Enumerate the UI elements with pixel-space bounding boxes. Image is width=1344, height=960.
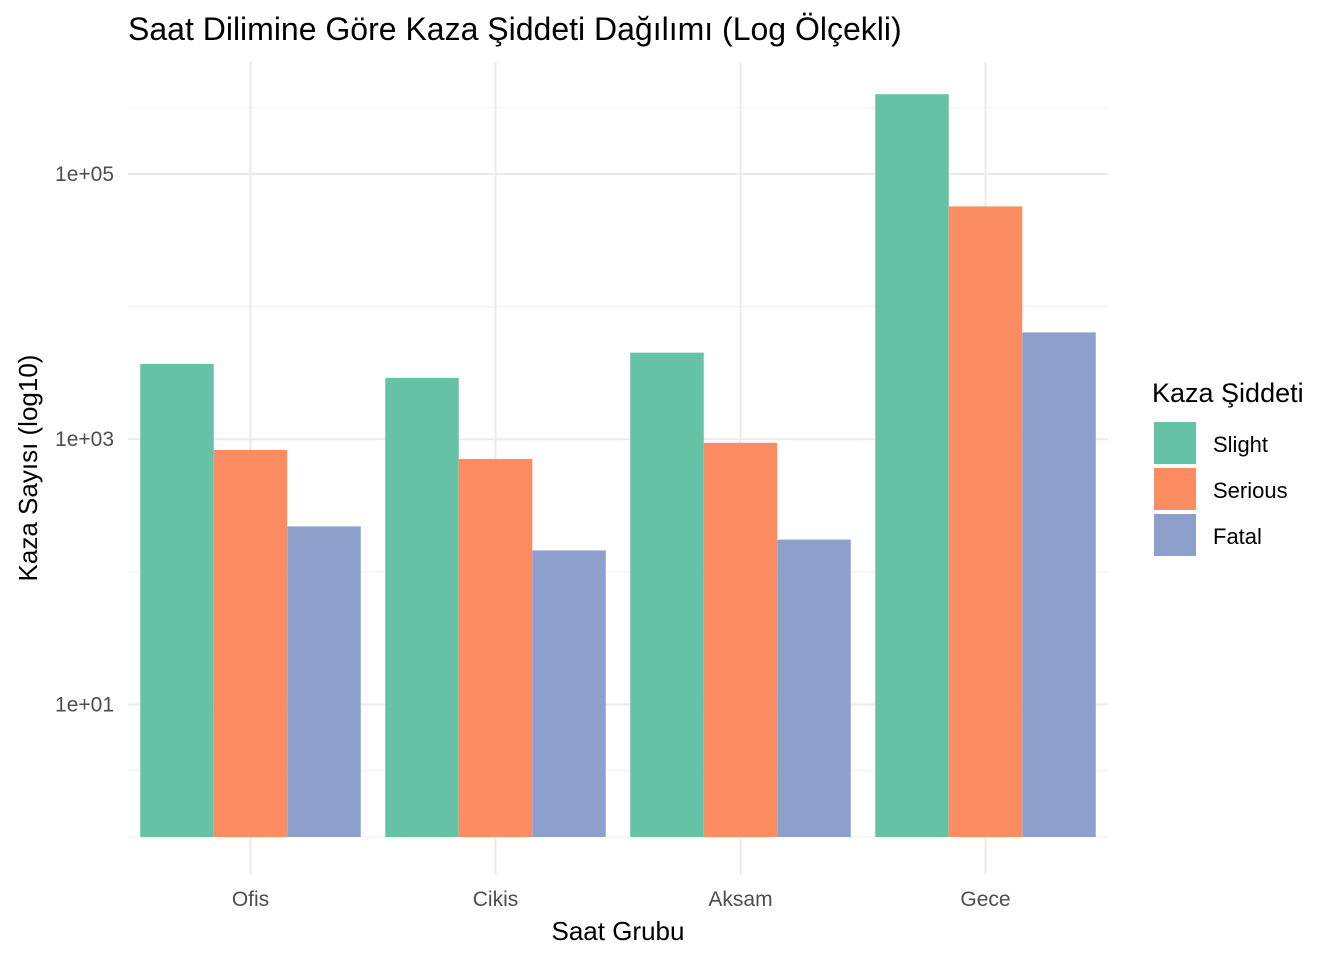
- x-tick-label-cikis: Cikis: [473, 888, 519, 911]
- legend-swatch-fatal: [1154, 514, 1196, 556]
- y-axis-title: Kaza Sayısı (log10): [13, 355, 43, 582]
- bar-cikis-fatal: [532, 550, 606, 837]
- bar-aksam-fatal: [777, 539, 851, 837]
- x-axis-title: Saat Grubu: [552, 916, 685, 946]
- bar-aksam-serious: [703, 442, 778, 837]
- bar-ofis-fatal: [287, 526, 361, 837]
- legend-title: Kaza Şiddeti: [1152, 378, 1304, 408]
- y-axis-ticks: 1e+01 1e+03 1e+05: [55, 163, 114, 716]
- bar-aksam-slight: [630, 352, 704, 837]
- x-tick-label-ofis: Ofis: [232, 888, 269, 911]
- legend-label-slight: Slight: [1213, 432, 1268, 457]
- bar-ofis-slight: [140, 363, 214, 837]
- x-axis-ticks: Ofis Cikis Aksam Gece: [232, 888, 1011, 911]
- legend: Kaza Şiddeti Slight Serious Fatal: [1152, 378, 1304, 556]
- bar-gece-fatal: [1022, 332, 1096, 837]
- y-tick-label-2: 1e+05: [55, 163, 114, 186]
- y-tick-label-1: 1e+03: [55, 428, 114, 451]
- legend-swatch-slight: [1154, 422, 1196, 464]
- x-tick-label-gece: Gece: [960, 888, 1010, 911]
- legend-label-fatal: Fatal: [1213, 524, 1262, 549]
- legend-label-serious: Serious: [1213, 478, 1288, 503]
- x-tick-label-aksam: Aksam: [708, 888, 772, 911]
- legend-swatch-serious: [1154, 468, 1196, 510]
- chart-title: Saat Dilimine Göre Kaza Şiddeti Dağılımı…: [128, 11, 902, 47]
- legend-items: Slight Serious Fatal: [1154, 422, 1288, 556]
- y-tick-label-0: 1e+01: [55, 693, 114, 716]
- bar-gece-serious: [948, 206, 1023, 838]
- bars: [140, 94, 1096, 838]
- bar-cikis-serious: [458, 458, 533, 837]
- bar-gece-slight: [875, 94, 949, 837]
- bar-cikis-slight: [385, 377, 459, 837]
- bar-ofis-serious: [213, 449, 288, 837]
